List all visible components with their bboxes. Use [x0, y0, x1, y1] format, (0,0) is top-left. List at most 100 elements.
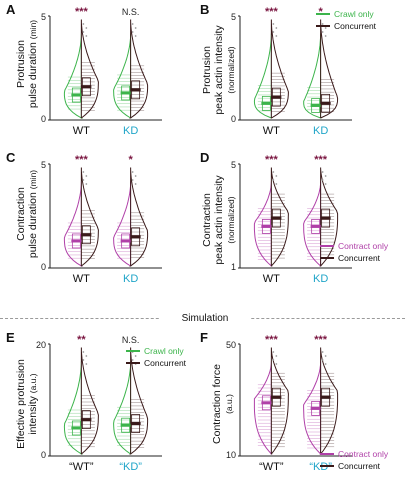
violin-left-0: [63, 181, 84, 267]
legend-swatch: [126, 362, 140, 364]
y-tick-label: 20: [36, 340, 46, 350]
x-tick-label: “WT”: [259, 461, 284, 473]
outlier-point: [272, 171, 275, 173]
median-mark: [310, 224, 321, 228]
median-mark: [120, 239, 131, 243]
violin-right-0: [80, 347, 99, 455]
outlier-point: [321, 351, 324, 353]
violin-half: [253, 361, 273, 455]
violin-left-0: [63, 361, 84, 455]
legend-d: Contract only Concurrent: [320, 240, 388, 264]
violin-half: [63, 181, 84, 267]
panel-letter-a: A: [6, 2, 16, 17]
y-tick-label: 10: [226, 450, 236, 460]
violin-right-1: [320, 19, 339, 119]
legend-item-contract-only: Contract only: [320, 448, 388, 460]
ylabel-d: Contraction peak actin intensity (normal…: [201, 175, 236, 265]
violin-right-0: [80, 167, 99, 267]
violin-left-0: [253, 33, 272, 119]
outlier-point: [272, 351, 275, 353]
outlier-point: [324, 183, 327, 185]
chart-panel-f: 50 10 *** “WT” *** “KD”: [226, 334, 352, 473]
outlier-point: [321, 359, 324, 361]
median-mark: [81, 418, 92, 422]
median-mark: [71, 93, 82, 97]
violin-half: [319, 347, 339, 455]
outlier-point: [131, 171, 134, 173]
legend-swatch: [316, 25, 330, 27]
violin-left-0: [63, 33, 84, 119]
legend-e: Crawl only Concurrent: [126, 345, 186, 369]
significance-label: ***: [314, 334, 328, 346]
median-mark: [261, 401, 272, 405]
outlier-point: [82, 351, 85, 353]
significance-label: ***: [265, 6, 279, 18]
violin-right-1: [129, 19, 149, 119]
median-mark: [320, 101, 331, 105]
ylabel-a: Protrusion pulse duration (min): [15, 19, 39, 109]
chart-panel-e: 20 0 ** “WT” N.S. “KD”: [36, 334, 162, 473]
violin-right-0: [80, 19, 99, 119]
x-tick-label: “KD”: [309, 461, 332, 473]
violin-half: [270, 347, 289, 455]
outlier-point: [324, 27, 327, 29]
median-mark: [320, 395, 331, 399]
violin-half: [320, 19, 339, 119]
median-mark: [261, 224, 272, 228]
violin-left-1: [303, 181, 322, 267]
chart-panel-a: 5 0 *** WT N.S. KD: [41, 6, 162, 137]
median-mark: [120, 91, 131, 95]
outlier-point: [275, 355, 278, 357]
panel-letter-e: E: [6, 330, 15, 345]
significance-label: ***: [314, 154, 328, 166]
legend-swatch: [320, 245, 334, 247]
violin-left-1: [113, 361, 132, 455]
violin-left-0: [253, 361, 273, 455]
ylabel-e: Effective protrusion intensity (a.u.): [15, 359, 39, 449]
violin-right-1: [129, 347, 149, 455]
significance-label: ***: [75, 154, 89, 166]
outlier-point: [275, 35, 278, 37]
outlier-point: [275, 27, 278, 29]
legend-swatch: [320, 453, 334, 455]
outlier-point: [131, 359, 134, 361]
significance-label: ***: [265, 334, 279, 346]
significance-label: *: [318, 6, 323, 18]
legend-item-concurrent: Concurrent: [320, 460, 388, 472]
y-tick-label: 0: [41, 450, 46, 460]
x-tick-label: KD: [123, 273, 138, 285]
panel-letter-f: F: [200, 330, 208, 345]
legend-item-crawl-only: Crawl only: [316, 8, 376, 20]
median-mark: [261, 101, 272, 105]
x-tick-label: WT: [263, 273, 280, 285]
significance-label: **: [77, 334, 86, 346]
outlier-point: [82, 359, 85, 361]
outlier-point: [85, 183, 88, 185]
violin-half: [113, 33, 132, 119]
violin-half: [63, 361, 84, 455]
y-tick-label: 0: [231, 114, 236, 124]
ylabel-f: Contraction force (a.u.): [211, 364, 234, 444]
significance-label: N.S.: [122, 7, 140, 17]
outlier-point: [134, 27, 137, 29]
outlier-point: [272, 23, 275, 25]
legend-item-concurrent: Concurrent: [316, 20, 376, 32]
chart-panel-b: 5 0 *** WT * KD: [231, 6, 352, 137]
outlier-point: [324, 175, 327, 177]
significance-label: ***: [265, 154, 279, 166]
median-mark: [271, 395, 282, 399]
outlier-point: [134, 355, 137, 357]
y-tick-label: 0: [41, 262, 46, 272]
violin-left-1: [113, 33, 132, 119]
violin-half: [63, 33, 84, 119]
median-mark: [81, 85, 92, 89]
legend-item-concurrent: Concurrent: [320, 252, 388, 264]
y-tick-label: 5: [41, 12, 46, 22]
x-tick-label: “KD”: [119, 461, 142, 473]
violin-left-0: [253, 181, 273, 267]
outlier-point: [321, 23, 324, 25]
outlier-point: [82, 31, 85, 33]
outlier-point: [272, 179, 275, 181]
